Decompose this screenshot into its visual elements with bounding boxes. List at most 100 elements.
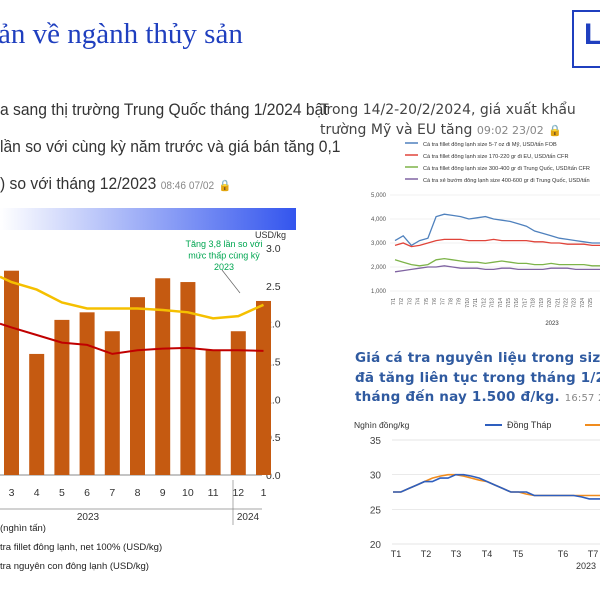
legend-bar: (nghìn tấn) [0,523,46,534]
annotation-arrow [221,269,241,294]
left-news-line3-text: ) so với tháng 12/2023 [0,174,157,193]
bar-4 [29,353,45,475]
x-tick-label: 5 [59,487,65,499]
left-news-timestamp: 08:46 07/02 [160,180,215,192]
y-tick-label: 2,000 [371,265,387,271]
x-tick-label: T7 [588,549,599,559]
x-tick-label: 7/8 [449,298,455,305]
fillet-price-line [0,275,265,320]
series-line-0 [394,213,600,247]
legend-whole-fish: tra nguyên con đông lạnh (USD/kg) [0,561,149,572]
x-tick-label: 7/5 [424,298,430,305]
x-tick-label: 4 [34,487,40,499]
chart1-annotation: Tăng 3,8 lần so với mức thấp cùng kỳ 2023 [186,239,263,272]
x-tick-label: 7/18 [531,298,537,308]
bar-11 [205,350,221,475]
y-tick-label: 2.5 [266,281,281,293]
x-tick-label: 7/12 [481,298,487,308]
right-news2-timestamp: 16:57 25/ [564,393,600,404]
right-news1-line2-text: trường Mỹ và EU tăng [320,122,473,138]
y-tick-label: 30 [370,471,382,482]
blue-gradient-bar [0,208,296,230]
bar-7 [104,331,120,475]
slide-title: ản về ngành thủy sản [0,18,243,50]
right-news2-line2[interactable]: đã tăng liên tục trong tháng 1/202 [355,370,600,386]
x-tick-label: T4 [482,549,493,559]
corner-letter: L [584,18,600,51]
bar-5 [54,319,70,475]
bar-10 [180,282,196,475]
y-tick-label: 4,000 [371,217,387,223]
bar-12 [230,331,246,475]
x-tick-label: 7/23 [572,298,578,308]
x-tick-label: 10 [182,487,194,499]
right-news1-line1[interactable]: Trong 14/2-20/2/2024, giá xuất khẩu [320,102,576,118]
series-line-3 [394,265,600,273]
left-news-line2[interactable]: lần so với cùng kỳ năm trước và giá bán … [0,137,341,156]
legend-fillet: tra fillet đông lạnh, net 100% (USD/kg) [0,542,162,553]
x-tick-label: 1 [261,487,267,499]
x-tick-label: 7/16 [514,298,520,308]
right-news1-line2[interactable]: trường Mỹ và EU tăng 09:02 23/02 🔒 [320,122,562,138]
left-news-line1[interactable]: a sang thị trường Trung Quốc tháng 1/202… [0,100,328,119]
x-tick-label: 7/6 [432,298,438,305]
y-axis-label: Nghìn đồng/kg [354,420,410,430]
x-tick-label: 7/17 [522,298,528,308]
right-news2-line1[interactable]: Giá cá tra nguyên liệu trong size 8 [355,350,600,366]
x-tick-label: 7 [109,487,115,499]
y-axis-label: USD/kg [255,230,286,240]
x-tick-label: 7/4 [416,298,422,305]
series-line-2 [394,257,600,267]
right-news2-line3-text: tháng đến nay 1.500 đ/kg. [355,389,560,405]
x-tick-label: 7/13 [490,298,496,308]
legend-entry: Đồng Tháp [507,420,551,430]
x-axis-year-label: 2023 [576,561,596,571]
right-news1-timestamp: 09:02 23/02 [476,124,544,137]
x-tick-label: 7/3 [407,298,413,305]
whole-fish-price-line [0,322,264,355]
x-tick-label: 7/11 [473,298,479,308]
legend-entry: Cá tra fillet đông lạnh size 5-7 oz đi M… [423,142,557,148]
x-tick-label: 6 [84,487,90,499]
x-tick-label: T5 [513,549,524,559]
x-tick-label: 7/19 [539,298,545,308]
x-tick-label: 7/9 [457,298,463,305]
lock-icon: 🔒 [548,124,562,137]
bar-1 [256,300,271,475]
y-tick-label: 35 [370,436,382,447]
x-tick-label: 9 [160,487,166,499]
bar-3 [4,270,19,475]
series-line-1 [394,238,600,248]
right-news2-line3[interactable]: tháng đến nay 1.500 đ/kg. 16:57 25/ [355,389,600,405]
x-tick-label: 7/21 [555,298,561,308]
y-tick-label: 20 [370,540,382,551]
x-tick-label: 7/2 [399,298,405,305]
x-tick-label: T2 [421,549,432,559]
raw-fish-price-line-chart: Nghìn đồng/kg Đồng Tháp 35 30 25 20 T1 T2 T3 T4 T5… [354,420,600,571]
x-tick-label: 7/15 [506,298,512,308]
x-tick-label: 12 [232,487,244,499]
y-tick-label: 3.0 [266,243,281,255]
x-tick-label: 7/10 [465,298,471,308]
x-tick-label: 8 [135,487,141,499]
y-tick-label: 5,000 [371,193,387,199]
y-tick-label: 1,000 [371,289,387,295]
lock-icon: 🔒 [218,180,232,192]
x-tick-label: 7/25 [588,298,594,308]
series-line-0 [393,473,600,500]
x-tick-label: 7/1 [391,298,397,305]
left-news-line3[interactable]: ) so với tháng 12/2023 08:46 07/02 🔒 [0,174,231,194]
bar-6 [79,312,95,475]
export-price-line-chart: Cá tra fillet đông lạnh size 5-7 oz đi M… [371,142,600,327]
x-tick-label: 11 [208,487,219,499]
x-tick-label: T6 [558,549,569,559]
x-tick-label: 7/20 [547,298,553,308]
legend-entry: Cá tra fillet đông lạnh size 300-400 gr … [423,166,590,172]
x-year-label: 2023 [77,512,100,523]
x-year-label: 2024 [237,512,260,523]
x-tick-label: 3 [9,487,15,499]
x-tick-label: 7/7 [440,298,446,305]
x-tick-label: 7/14 [498,298,504,308]
